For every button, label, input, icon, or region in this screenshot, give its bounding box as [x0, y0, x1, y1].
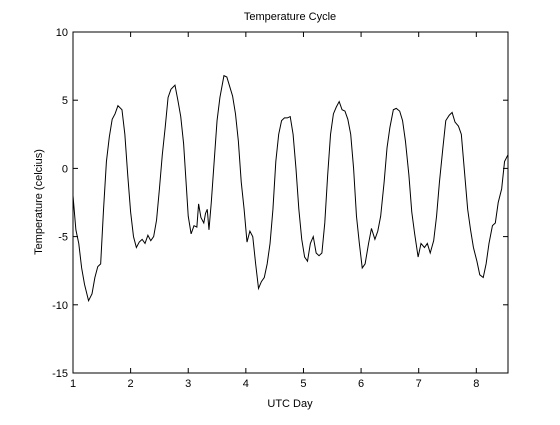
- x-tick-label: 3: [185, 378, 191, 390]
- chart-title: Temperature Cycle: [244, 11, 336, 23]
- x-tick-label: 2: [128, 378, 134, 390]
- y-tick-label: -10: [52, 300, 68, 312]
- x-tick-label: 8: [473, 378, 479, 390]
- x-tick-label: 6: [358, 378, 364, 390]
- y-tick-label: -15: [52, 368, 68, 380]
- y-tick-label: 10: [56, 27, 68, 39]
- plot-area: [72, 31, 509, 374]
- x-tick-label: 5: [300, 378, 306, 390]
- y-tick-label: -5: [58, 232, 68, 244]
- temperature-line: [72, 74, 509, 303]
- y-tick-label: 5: [62, 95, 68, 107]
- y-tick-label: 0: [62, 163, 68, 175]
- x-tick-label: 4: [243, 378, 249, 390]
- y-axis-label: Temperature (celcius): [33, 149, 45, 255]
- x-tick-label: 1: [70, 378, 76, 390]
- x-axis-label: UTC Day: [267, 398, 313, 410]
- x-tick-label: 7: [416, 378, 422, 390]
